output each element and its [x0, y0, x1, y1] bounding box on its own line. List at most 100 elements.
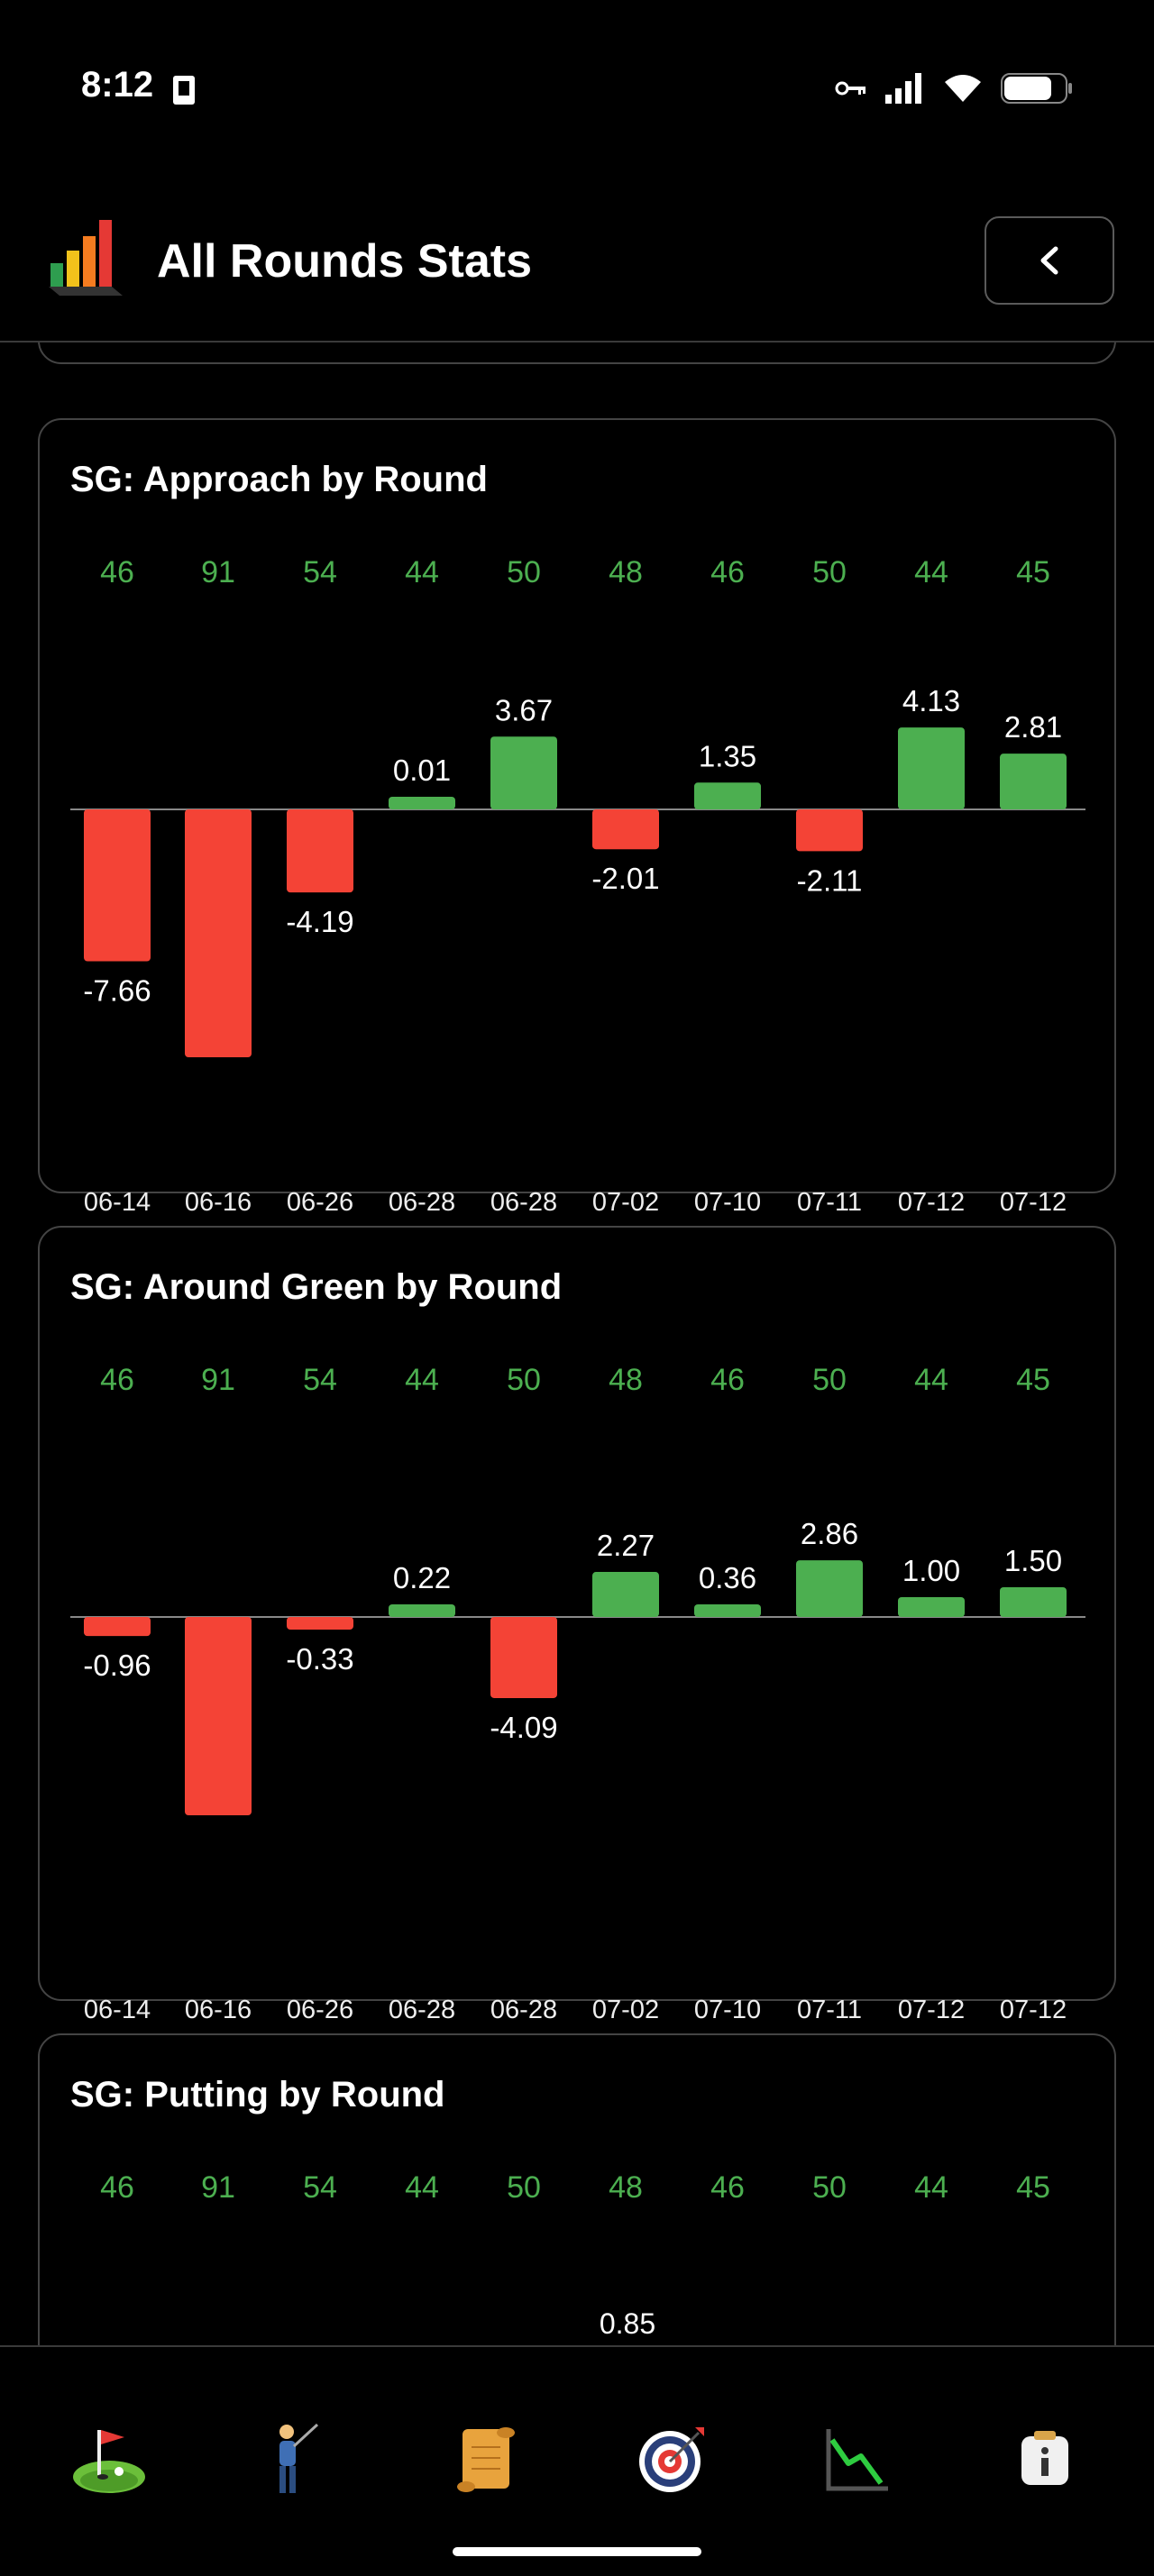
approach-chart-card: SG: Approach by Round 46 91 54 44 50 48 46 50 44…	[38, 418, 1116, 1217]
bar	[694, 1604, 761, 1617]
golf-green-icon	[73, 2430, 145, 2493]
bar	[694, 782, 761, 809]
round-score: 91	[201, 2170, 235, 2205]
round-score: 44	[405, 2170, 439, 2205]
stats-scroll-area[interactable]: SG: Approach by Round 46 91 54 44 50 48 46 50 44…	[0, 343, 1154, 2345]
nav-stats[interactable]	[817, 2419, 898, 2500]
round-date-label: 06-14	[83, 1188, 151, 1217]
bar	[796, 1560, 863, 1617]
bar-value-label: 3.67	[495, 693, 553, 726]
bar	[389, 1604, 455, 1617]
round-score: 91	[201, 1363, 235, 1397]
round-score: 45	[1016, 1363, 1050, 1397]
bar-value-label: 0.22	[393, 1561, 451, 1594]
bar	[490, 736, 557, 809]
round-score: 44	[914, 555, 948, 589]
bar	[287, 1617, 353, 1630]
trend-chart-icon	[826, 2429, 888, 2491]
status-time: 8:12	[81, 65, 154, 105]
round-score: 50	[812, 2170, 847, 2205]
round-date-label: 07-02	[591, 1188, 660, 1217]
round-date-label: 06-26	[286, 1996, 354, 2024]
nav-home[interactable]	[69, 2419, 150, 2500]
scroll-icon	[457, 2427, 515, 2492]
bar-value-label: 0.01	[393, 754, 451, 787]
round-score: 50	[507, 555, 541, 589]
bar	[898, 1597, 965, 1617]
bar	[796, 809, 863, 852]
bar	[1000, 1587, 1067, 1617]
round-date-label: 06-28	[388, 1996, 456, 2024]
round-date-label: 07-11	[796, 1188, 863, 1217]
bar-value-label: -2.01	[591, 862, 659, 895]
round-date-label: 06-28	[490, 1996, 558, 2024]
around-green-chart-card: SG: Around Green by Round 46 91 54 44 50 48 46…	[38, 1226, 1116, 2024]
bar-value-label: 1.35	[699, 739, 756, 772]
wifi-icon	[945, 75, 981, 102]
round-score: 46	[100, 2170, 134, 2205]
bar	[185, 809, 252, 1057]
round-score: 46	[100, 1363, 134, 1397]
round-date-label: 06-28	[388, 1188, 456, 1217]
bar	[592, 1572, 659, 1617]
bar-value-label: -2.11	[797, 863, 863, 897]
app-header: All Rounds Stats	[0, 180, 1154, 343]
round-date-label: 07-10	[693, 1188, 762, 1217]
round-score: 48	[609, 2170, 643, 2205]
bar-value-label: -0.96	[83, 1649, 151, 1682]
bar	[287, 809, 353, 893]
nav-info[interactable]	[1004, 2419, 1085, 2500]
bar-value-label: 0.36	[699, 1561, 756, 1594]
round-date-label: 06-16	[184, 1996, 252, 2024]
round-score: 54	[303, 555, 337, 589]
back-button[interactable]	[985, 216, 1114, 305]
bar-value-label: -7.66	[83, 974, 151, 1008]
bar-value-label: 1.50	[1004, 1544, 1062, 1577]
round-date-label: 07-12	[897, 1996, 966, 2024]
battery-icon	[1001, 73, 1072, 104]
bar-value-label: 0.85	[599, 2307, 656, 2340]
round-score: 46	[710, 1363, 745, 1397]
nav-history[interactable]	[445, 2419, 527, 2500]
around-green-bar-chart: -0.96 -0.33 0.22 -4.09 2.27 0.36 2.86 1.00 1.50	[70, 1517, 1085, 1815]
page-title: All Rounds Stats	[157, 235, 533, 288]
chevron-left-icon	[1040, 246, 1058, 275]
round-date-label: 06-14	[83, 1996, 151, 2024]
golfer-icon	[279, 2423, 319, 2493]
bar	[490, 1617, 557, 1698]
status-icons	[835, 72, 1073, 105]
round-date-label: 07-12	[999, 1996, 1067, 2024]
bar-value-label: 4.13	[902, 684, 960, 717]
bar	[185, 1617, 252, 1815]
round-score: 50	[507, 2170, 541, 2205]
previous-chart-card	[38, 343, 1116, 364]
home-indicator	[453, 2547, 701, 2556]
round-date-label: 07-12	[999, 1188, 1067, 1217]
date-row: 06-14 06-16 06-26 06-28 06-28 07-02 07-10 07-11…	[40, 1188, 1114, 1224]
round-score: 45	[1016, 2170, 1050, 2205]
round-score: 46	[710, 2170, 745, 2205]
round-score: 44	[914, 1363, 948, 1397]
round-date-label: 06-26	[286, 1188, 354, 1217]
bar	[592, 809, 659, 850]
info-icon	[1021, 2431, 1068, 2485]
date-row: 06-14 06-16 06-26 06-28 06-28 07-02 07-10 07-11…	[40, 1996, 1114, 2032]
bar	[1000, 754, 1067, 809]
bar-value-label: 2.81	[1004, 710, 1062, 744]
bottom-nav	[0, 2345, 1154, 2576]
round-score: 50	[812, 555, 847, 589]
nav-players[interactable]	[251, 2419, 332, 2500]
nav-goals[interactable]	[631, 2419, 712, 2500]
bar	[898, 727, 965, 809]
round-score: 50	[507, 1363, 541, 1397]
chart-title: SG: Around Green by Round	[70, 1267, 563, 1307]
bar-value-label: -4.19	[286, 905, 353, 938]
score-row: 46 91 54 44 50 48 46 50 44 45	[40, 555, 1114, 591]
round-date-label: 06-16	[184, 1188, 252, 1217]
bar-value-label: 2.86	[801, 1517, 858, 1550]
round-score: 50	[812, 1363, 847, 1397]
round-score: 44	[405, 1363, 439, 1397]
round-score: 54	[303, 2170, 337, 2205]
status-bar: 8:12	[0, 0, 1154, 180]
bar-value-label: 2.27	[597, 1529, 655, 1562]
